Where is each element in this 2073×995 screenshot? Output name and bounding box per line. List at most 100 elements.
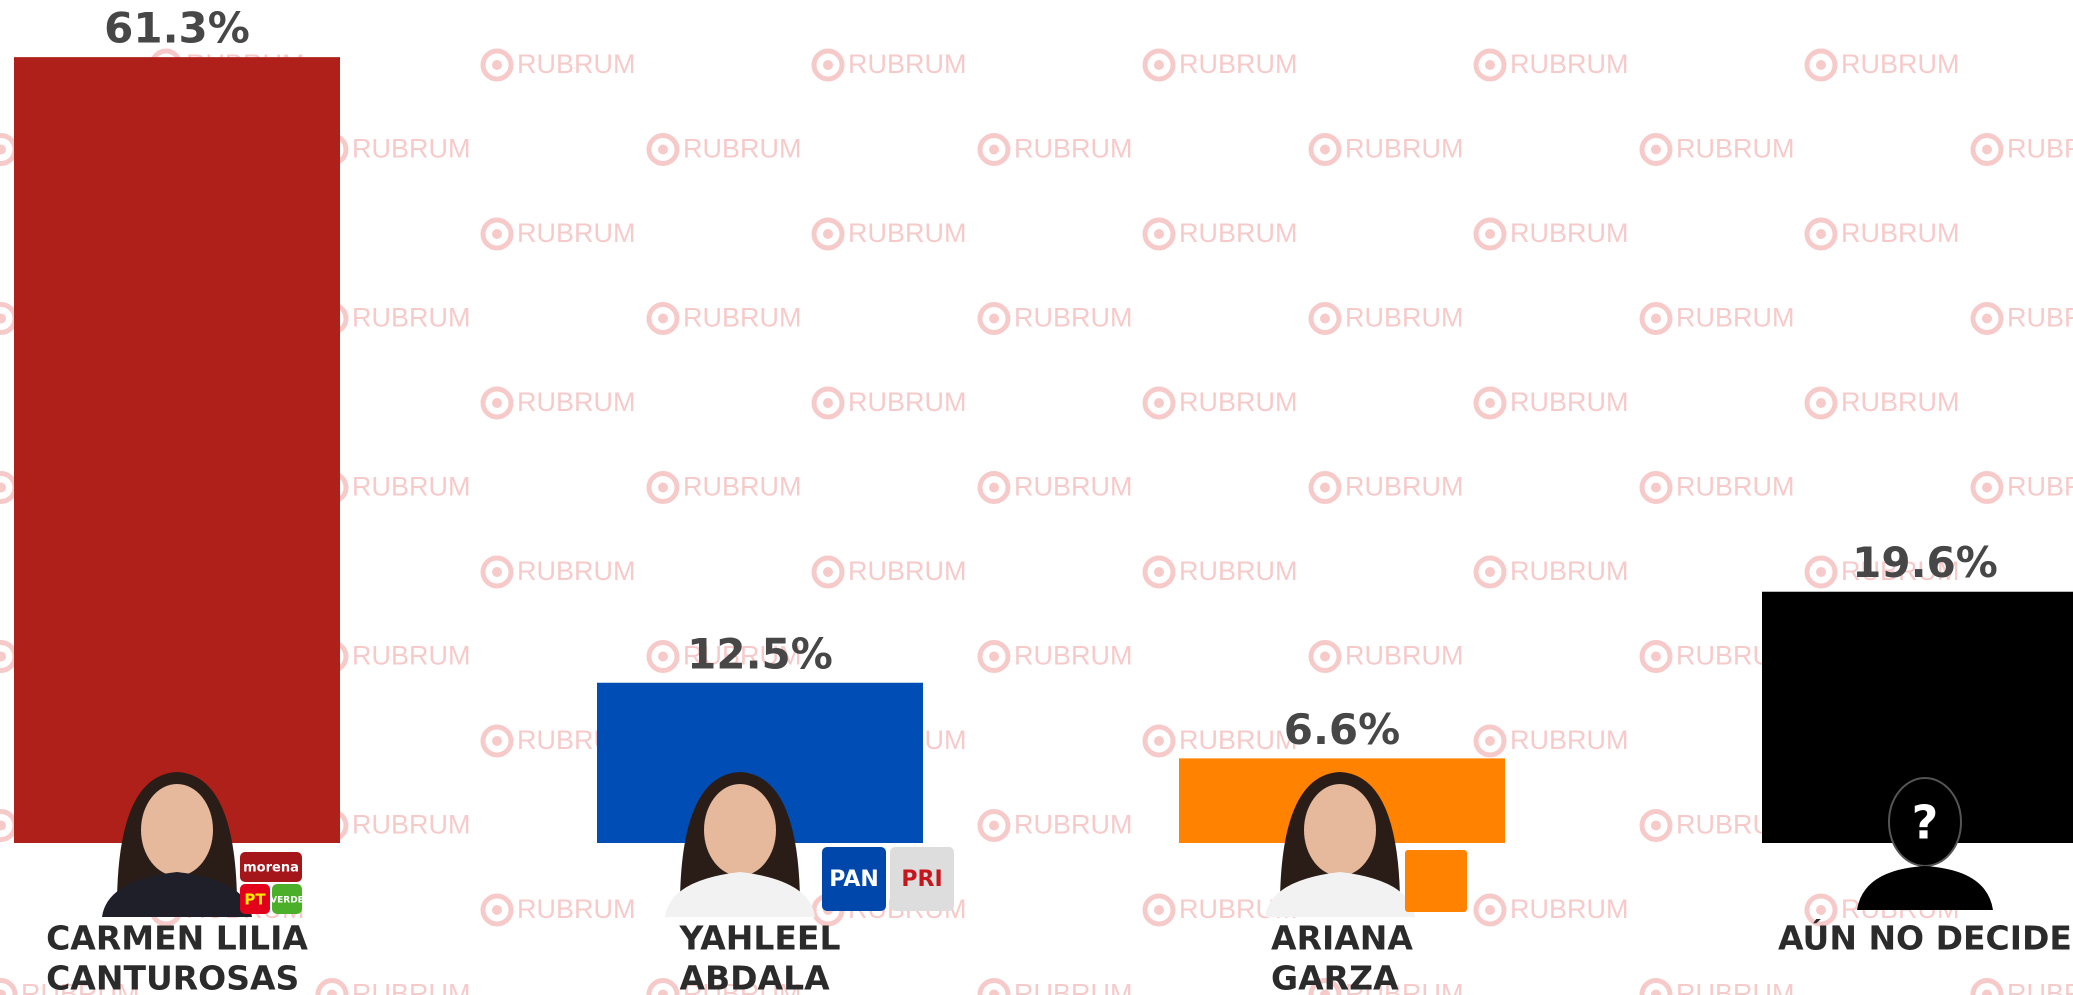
watermark-logo-dot [1485,567,1495,577]
watermark-text: RUBRUM [1179,218,1298,248]
watermark-text: RUBRUM [1014,303,1133,333]
party-logo-text: PT [244,891,266,909]
bar [14,57,340,843]
watermark-logo-dot [0,314,6,324]
watermark-text: RUBRUM [1676,303,1795,333]
watermark-text: RUBRUM [683,472,802,502]
watermark-logo-dot [1154,229,1164,239]
watermark-text: RUBRUM [352,641,471,671]
watermark-logo-dot [1982,990,1992,995]
party-logo-text: morena [243,861,299,876]
watermark-text: RUBRUM [848,387,967,417]
watermark-logo-dot [989,652,999,662]
watermark-logo-dot [1816,567,1826,577]
unknown-symbol: ? [1912,796,1939,850]
watermark-logo-dot [1816,60,1826,70]
watermark-text: RUBRUM [1014,134,1133,164]
candidate-face [141,784,213,876]
category-label: CARMEN LILIA [46,919,308,958]
watermark-text: RUBRUM [1510,218,1629,248]
watermark-logo-dot [1320,652,1330,662]
watermark-logo-dot [823,60,833,70]
category-label: AÚN NO DECIDE [1778,918,2072,958]
category-label: ABDALA [679,959,830,995]
watermark-logo-dot [823,567,833,577]
watermark-text: RUBRUM [2007,134,2073,164]
party-logo-text: PAN [829,867,879,892]
watermark-logo-dot [1154,736,1164,746]
candidate-face [1304,784,1376,876]
watermark-logo-dot [1485,60,1495,70]
watermark-text: RUBRUM [683,134,802,164]
watermark-text: RUBRUM [1014,979,1133,995]
watermark-text: RUBRUM [2007,303,2073,333]
watermark-text: RUBRUM [1841,49,1960,79]
watermark-logo-dot [492,60,502,70]
watermark-logo-dot [1651,990,1661,995]
watermark-text: RUBRUM [1179,49,1298,79]
watermark-logo-dot [1651,821,1661,831]
watermark-text: RUBRUM [352,979,471,995]
watermark-logo-dot [1154,567,1164,577]
watermark-logo-dot [1982,314,1992,324]
watermark-logo-dot [492,736,502,746]
watermark-logo-dot [1154,905,1164,915]
watermark-text: RUBRUM [848,218,967,248]
watermark-logo-dot [1485,736,1495,746]
candidate-face [704,784,776,876]
watermark-logo-dot [1154,398,1164,408]
watermark-logo-dot [0,145,6,155]
watermark-text: RUBRUM [848,556,967,586]
watermark-text: RUBRUM [1841,387,1960,417]
watermark-text: RUBRUM [1510,725,1629,755]
watermark-logo-dot [989,483,999,493]
watermark-logo-dot [1816,905,1826,915]
watermark-text: RUBRUM [1510,894,1629,924]
watermark-logo-dot [989,314,999,324]
watermark-text: RUBRUM [352,303,471,333]
watermark-text: RUBRUM [517,387,636,417]
watermark-logo-dot [1320,483,1330,493]
party-logo-text: PRI [901,867,942,892]
value-label: 19.6% [1852,538,1998,587]
watermark-logo-dot [1485,229,1495,239]
watermark-text: RUBRUM [1676,472,1795,502]
watermark-logo-dot [1485,905,1495,915]
watermark-logo-dot [1320,314,1330,324]
value-label: 6.6% [1284,705,1400,754]
watermark-logo-dot [1651,483,1661,493]
category-label: ARIANA [1271,919,1413,958]
watermark-logo-dot [989,821,999,831]
watermark-logo-dot [1485,398,1495,408]
watermark-text: RUBRUM [517,556,636,586]
silhouette-body [1857,866,1993,910]
watermark-logo-dot [658,990,668,995]
watermark-text: RUBRUM [1345,303,1464,333]
watermark-logo-dot [0,483,6,493]
watermark-text: RUBRUM [517,218,636,248]
watermark-logo-dot [823,229,833,239]
watermark-logo-dot [0,990,6,995]
watermark-text: RUBRUM [1345,472,1464,502]
watermark-text: RUBRUM [517,49,636,79]
watermark-text: RUBRUM [1345,641,1464,671]
watermark-text: RUBRUM [1510,556,1629,586]
watermark-text: RUBRUM [2007,979,2073,995]
watermark-logo-dot [1816,229,1826,239]
watermark-text: RUBRUM [352,810,471,840]
party-logo [1405,850,1467,912]
watermark-logo-dot [492,398,502,408]
watermark-logo-dot [1982,145,1992,155]
watermark-text: RUBRUM [1510,49,1629,79]
watermark-text: RUBRUM [1179,725,1298,755]
watermark-logo-dot [1982,483,1992,493]
watermark-text: RUBRUM [848,49,967,79]
watermark-text: RUBRUM [1841,218,1960,248]
watermark-text: RUBRUM [1345,134,1464,164]
watermark-logo-dot [0,821,6,831]
watermark-logo-dot [658,314,668,324]
watermark-text: RUBRUM [1014,810,1133,840]
watermark-text: RUBRUM [683,303,802,333]
watermark-text: RUBRUM [1014,472,1133,502]
watermark-logo-dot [492,905,502,915]
